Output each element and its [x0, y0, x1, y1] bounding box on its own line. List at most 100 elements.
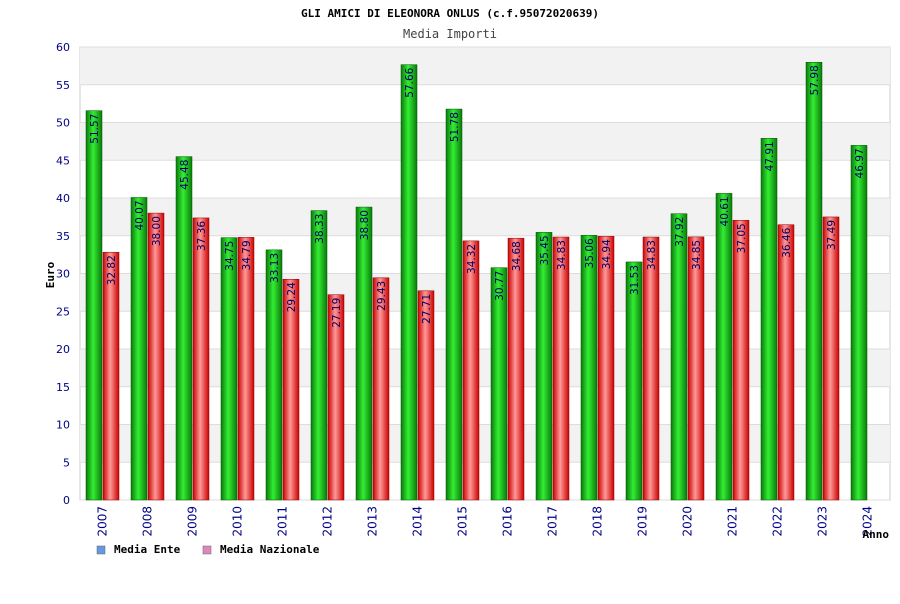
- x-tick-label: 2010: [231, 506, 245, 537]
- bar-media-ente: [715, 193, 733, 501]
- legend-swatch-media-ente: [96, 545, 106, 555]
- legend: Media Ente Media Nazionale: [96, 543, 320, 556]
- bar-value-label: 38.00: [151, 216, 163, 246]
- bar-value-label: 40.61: [719, 196, 731, 226]
- bar-media-nazionale: [822, 216, 840, 501]
- x-tick-label: 2007: [96, 506, 110, 537]
- bar-value-label: 34.68: [511, 241, 523, 271]
- y-tick-label: 25: [56, 305, 70, 318]
- y-tick-label: 50: [56, 117, 70, 130]
- bar-value-label: 34.32: [466, 244, 478, 274]
- bar-value-label: 47.91: [764, 141, 776, 171]
- y-tick-label: 10: [56, 419, 70, 432]
- grid-band: [80, 198, 890, 236]
- grid-band: [80, 424, 890, 463]
- bar-value-label: 35.06: [584, 238, 596, 268]
- bar-media-ente: [265, 249, 283, 501]
- bar-media-ente: [670, 213, 688, 501]
- bar-value-label: 45.48: [179, 160, 191, 190]
- bar-media-nazionale: [237, 237, 255, 501]
- bar-media-ente: [760, 138, 778, 501]
- bar-value-label: 29.43: [376, 281, 388, 311]
- bar-media-ente: [580, 235, 598, 501]
- bar-value-label: 36.46: [781, 227, 793, 257]
- y-tick-label: 60: [56, 41, 70, 54]
- bar-media-nazionale: [102, 251, 120, 501]
- bar-value-label: 34.79: [241, 240, 253, 270]
- y-tick-label: 30: [56, 268, 70, 281]
- y-tick-labels: 0 5 10 15 20 25 30 35 40 45 50 55 60: [56, 41, 70, 507]
- bar-media-ente: [175, 156, 193, 501]
- x-tick-label: 2019: [636, 506, 650, 537]
- x-tick-label: 2011: [276, 506, 290, 537]
- bar-media-ente: [220, 237, 238, 501]
- bar-value-label: 38.33: [314, 214, 326, 244]
- bar-value-label: 37.92: [674, 217, 686, 247]
- bar-media-ente: [400, 64, 418, 501]
- bars: [85, 62, 868, 501]
- x-tick-label: 2009: [186, 506, 200, 537]
- bar-value-label: 37.49: [826, 220, 838, 250]
- bar-media-nazionale: [327, 294, 345, 501]
- grid-band: [80, 349, 890, 387]
- x-tick-labels: 2007 2008 2009 2010 2011 2012 2013 2014 2015 2016…: [96, 506, 875, 537]
- bar-value-label: 29.24: [286, 282, 298, 312]
- bar-value-label: 30.77: [494, 271, 506, 301]
- bar-value-label: 34.83: [556, 240, 568, 270]
- bar-media-nazionale: [777, 224, 795, 501]
- y-tick-label: 40: [56, 192, 70, 205]
- grid-band: [80, 273, 890, 312]
- bar-value-label: 40.07: [134, 200, 146, 230]
- x-tick-label: 2022: [771, 506, 785, 537]
- bar-media-ente: [310, 210, 328, 501]
- x-tick-label: 2017: [546, 506, 560, 537]
- bar-media-nazionale: [642, 236, 660, 501]
- legend-label-media-nazionale: Media Nazionale: [220, 543, 320, 556]
- bar-value-label: 57.98: [809, 65, 821, 95]
- bar-value-label: 34.75: [224, 241, 236, 271]
- bar-value-label: 34.83: [646, 240, 658, 270]
- bar-media-nazionale: [192, 217, 210, 501]
- y-tick-label: 15: [56, 381, 70, 394]
- x-tick-label: 2013: [366, 506, 380, 537]
- x-tick-label: 2024: [861, 506, 875, 537]
- bar-media-ente: [805, 62, 823, 501]
- bar-value-label: 57.66: [404, 67, 416, 97]
- grid-band: [80, 122, 890, 161]
- bar-media-nazionale: [417, 290, 435, 501]
- y-tick-label: 35: [56, 230, 70, 243]
- legend-label-media-ente: Media Ente: [114, 543, 181, 556]
- bar-media-ente: [625, 261, 643, 501]
- x-tick-label: 2016: [501, 506, 515, 537]
- bar-media-ente: [355, 206, 373, 501]
- bar-media-nazionale: [687, 236, 705, 501]
- bar-media-nazionale: [732, 220, 750, 501]
- bar-value-label: 27.19: [331, 298, 343, 328]
- y-tick-label: 0: [63, 494, 70, 507]
- y-tick-label: 45: [56, 154, 70, 167]
- bar-media-nazionale: [552, 236, 570, 501]
- bar-value-label: 51.57: [89, 114, 101, 144]
- y-tick-label: 20: [56, 343, 70, 356]
- chart-title: GLI AMICI DI ELEONORA ONLUS (c.f.9507202…: [301, 7, 599, 20]
- grid-lines: [80, 46, 890, 501]
- x-tick-label: 2021: [726, 506, 740, 537]
- bar-media-nazionale: [597, 235, 615, 501]
- bar-media-ente: [490, 267, 508, 501]
- bar-value-label: 34.94: [601, 239, 613, 269]
- bar-media-nazionale: [372, 277, 390, 501]
- bar-value-label: 51.78: [449, 112, 461, 142]
- chart-subtitle: Media Importi: [403, 27, 497, 41]
- grid-band: [80, 47, 890, 85]
- bar-media-nazionale: [147, 212, 165, 501]
- bar-media-nazionale: [462, 240, 480, 501]
- bar-value-label: 37.36: [196, 221, 208, 251]
- x-tick-label: 2012: [321, 506, 335, 537]
- data-labels: 51.57 32.82 40.07 38.00 45.48 37.36 34.75 34.79…: [89, 65, 866, 328]
- y-tick-label: 5: [63, 456, 70, 469]
- y-axis-label: Euro: [44, 261, 57, 288]
- x-tick-label: 2008: [141, 506, 155, 537]
- bar-media-nazionale: [507, 237, 525, 501]
